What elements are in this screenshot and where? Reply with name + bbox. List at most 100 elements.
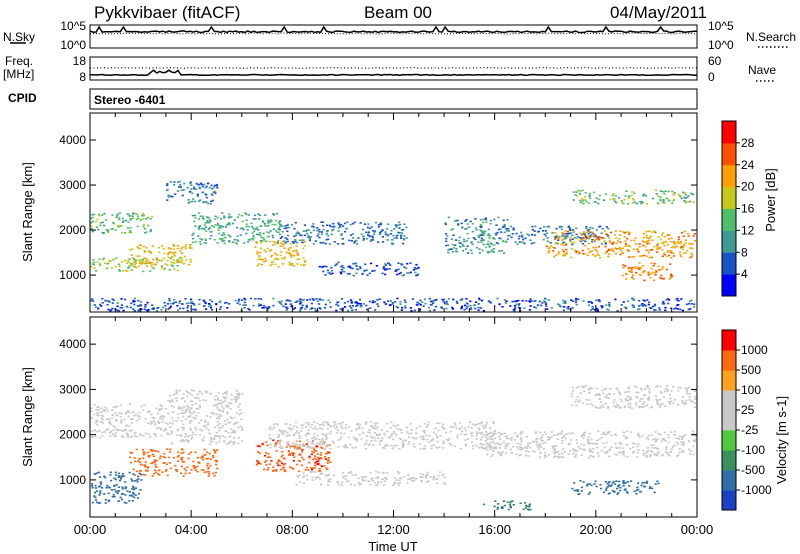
scatter-cell bbox=[463, 308, 466, 311]
scatter-cell bbox=[340, 436, 343, 438]
scatter-cell bbox=[116, 213, 120, 215]
scatter-cell bbox=[620, 247, 623, 249]
scatter-cell bbox=[631, 442, 634, 444]
scatter-cell bbox=[416, 304, 419, 306]
scatter-cell bbox=[602, 431, 605, 434]
scatter-cell bbox=[167, 412, 170, 415]
scatter-cell bbox=[586, 229, 589, 231]
scatter-cell bbox=[258, 263, 261, 265]
scatter-cell bbox=[96, 414, 99, 416]
scatter-cell bbox=[132, 468, 135, 471]
scatter-cell bbox=[259, 251, 262, 254]
scatter-cell bbox=[289, 300, 292, 302]
scatter-cell bbox=[97, 502, 100, 504]
scatter-cell bbox=[322, 270, 325, 273]
scatter-cell bbox=[113, 434, 116, 437]
scatter-cell bbox=[635, 493, 638, 495]
scatter-cell bbox=[423, 447, 426, 450]
scatter-cell bbox=[478, 248, 481, 250]
scatter-cell bbox=[177, 460, 180, 462]
scatter-cell bbox=[502, 500, 506, 502]
scatter-cell bbox=[108, 499, 111, 502]
scatter-cell bbox=[118, 218, 121, 221]
scatter-cell bbox=[266, 444, 269, 447]
scatter-cell bbox=[461, 430, 464, 433]
scatter-cell bbox=[378, 443, 381, 446]
scatter-cell bbox=[583, 431, 586, 434]
scatter-cell bbox=[691, 430, 694, 433]
scatter-cell bbox=[293, 307, 296, 309]
scatter-cell bbox=[688, 242, 691, 245]
scatter-cell bbox=[392, 447, 395, 449]
scatter-cell bbox=[214, 192, 217, 194]
scatter-cell bbox=[327, 238, 330, 241]
scatter-cell bbox=[273, 258, 276, 261]
scatter-cell bbox=[186, 466, 189, 468]
scatter-cell bbox=[292, 265, 296, 267]
scatter-cell bbox=[176, 247, 179, 250]
scatter-cell bbox=[419, 473, 422, 475]
scatter-cell bbox=[192, 187, 196, 190]
scatter-cell bbox=[589, 442, 592, 444]
scatter-cell bbox=[643, 401, 646, 403]
scatter-cell bbox=[548, 437, 551, 439]
scatter-cell bbox=[649, 486, 652, 488]
scatter-cell bbox=[312, 451, 315, 454]
scatter-cell bbox=[208, 217, 211, 219]
scatter-cell bbox=[409, 271, 412, 274]
scatter-cell bbox=[533, 242, 536, 244]
scatter-cell bbox=[138, 265, 141, 268]
scatter-cell bbox=[647, 251, 650, 254]
freq-label: Freq. bbox=[5, 54, 33, 68]
scatter-cell bbox=[611, 194, 614, 197]
scatter-cell bbox=[316, 229, 319, 232]
scatter-cell bbox=[451, 308, 455, 310]
scatter-cell bbox=[510, 439, 513, 441]
scatter-cell bbox=[693, 306, 696, 308]
scatter-cell bbox=[490, 435, 493, 437]
colorbar-segment bbox=[722, 370, 736, 391]
scatter-cell bbox=[630, 269, 633, 271]
scatter-cell bbox=[334, 423, 337, 426]
scatter-cell bbox=[664, 388, 667, 391]
scatter-cell bbox=[190, 451, 193, 453]
scatter-cell bbox=[181, 252, 184, 254]
scatter-cell bbox=[309, 308, 312, 311]
scatter-cell bbox=[124, 481, 127, 483]
scatter-cell bbox=[693, 406, 696, 408]
scatter-cell bbox=[460, 426, 463, 428]
scatter-cell bbox=[603, 446, 606, 449]
scatter-cell bbox=[400, 237, 403, 239]
scatter-cell bbox=[580, 486, 584, 489]
scatter-cell bbox=[590, 484, 593, 487]
scatter-cell bbox=[146, 261, 149, 264]
scatter-cell bbox=[680, 441, 683, 443]
scatter-cell bbox=[627, 197, 630, 199]
scatter-cell bbox=[673, 431, 677, 433]
scatter-cell bbox=[656, 202, 659, 204]
scatter-cell bbox=[136, 497, 140, 499]
scatter-cell bbox=[214, 471, 218, 474]
scatter-cell bbox=[444, 222, 447, 224]
scatter-cell bbox=[117, 486, 120, 488]
scatter-cell bbox=[95, 430, 98, 433]
scatter-cell bbox=[205, 221, 208, 224]
scatter-cell bbox=[194, 225, 197, 227]
scatter-cell bbox=[579, 240, 582, 242]
scatter-cell bbox=[271, 263, 274, 266]
scatter-cell bbox=[154, 460, 157, 462]
scatter-cell bbox=[471, 230, 474, 233]
scatter-cell bbox=[93, 495, 96, 497]
scatter-cell bbox=[584, 253, 587, 255]
scatter-cell bbox=[485, 221, 488, 223]
scatter-cell bbox=[147, 451, 150, 454]
scatter-cell bbox=[472, 304, 475, 307]
scatter-cell bbox=[606, 451, 609, 454]
scatter-cell bbox=[298, 440, 302, 443]
scatter-cell bbox=[484, 440, 487, 442]
scatter-cell bbox=[170, 251, 174, 254]
scatter-cell bbox=[191, 237, 195, 240]
scatter-cell bbox=[378, 433, 381, 436]
scatter-cell bbox=[219, 413, 222, 416]
scatter-cell bbox=[299, 454, 302, 456]
